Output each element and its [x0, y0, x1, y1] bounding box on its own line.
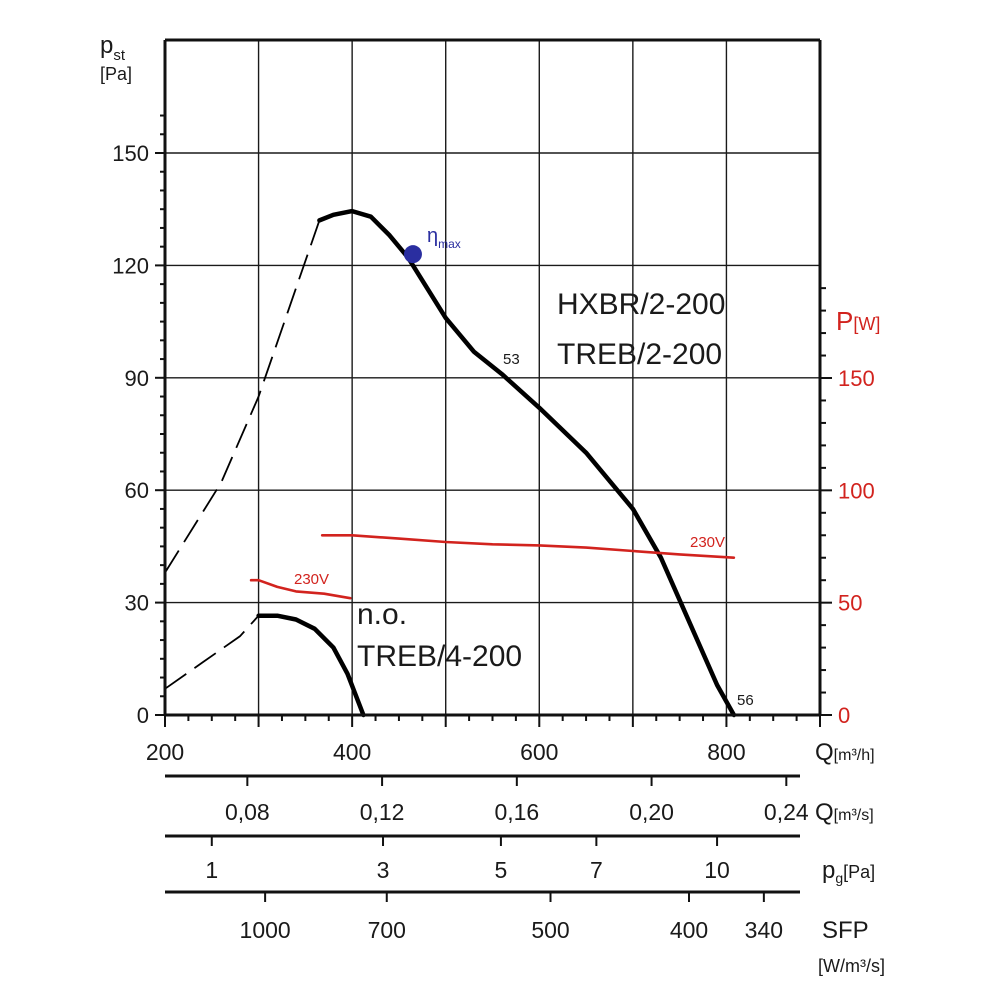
series-2-line — [320, 534, 736, 559]
x-tick-label: 600 — [520, 739, 558, 765]
secondary-title-sfp: SFP — [822, 917, 869, 944]
secondary-tick-label-pg: 7 — [590, 857, 603, 883]
y-tick-label-left: 150 — [112, 141, 149, 166]
grid — [164, 40, 821, 715]
y-tick-label-left: 0 — [137, 703, 149, 728]
model-label-line1: HXBR/2-200 — [557, 288, 725, 321]
y-tick-label-left: 90 — [125, 366, 149, 391]
secondary-tick-label-sfp: 500 — [531, 917, 569, 943]
series-3-line — [249, 578, 352, 600]
series-0-line — [317, 208, 737, 718]
y-tick-label-left: 30 — [125, 591, 149, 616]
secondary-tick-label-q_s: 0,16 — [494, 799, 539, 825]
secondary-title-q_s: Q[m³/s] — [815, 799, 874, 826]
secondary-tick-label-sfp: 700 — [368, 917, 406, 943]
curve-label-53: 53 — [503, 351, 520, 368]
y-tick-label-left: 60 — [125, 478, 149, 503]
secondary-tick-label-sfp: 400 — [670, 917, 708, 943]
secondary-tick-label-sfp: 1000 — [240, 917, 291, 943]
x-tick-label: 400 — [333, 739, 371, 765]
secondary-tick-label-q_s: 0,20 — [629, 799, 674, 825]
x-tick-label: 200 — [146, 739, 184, 765]
series-1-line — [256, 613, 366, 718]
power-label-lower: 230V — [294, 571, 329, 588]
small-model-line1: n.o. — [357, 598, 407, 631]
small-model-line2: TREB/4-200 — [357, 640, 522, 673]
y-axis-left-unit: [Pa] — [100, 64, 132, 84]
x-axis-title: Q[m³/h] — [815, 739, 875, 766]
power-label-upper: 230V — [690, 534, 725, 551]
secondary-tick-label-q_s: 0,12 — [360, 799, 405, 825]
y-axis-left-title: pst — [100, 32, 126, 64]
curves — [164, 208, 737, 718]
secondary-tick-label-q_s: 0,08 — [225, 799, 270, 825]
curve-label-56: 56 — [737, 692, 754, 709]
y-tick-label-right: 150 — [838, 366, 875, 391]
secondary-tick-label-q_s: 0,24 — [764, 799, 809, 825]
secondary-unit-sfp: [W/m³/s] — [818, 956, 885, 976]
y-tick-label-right: 0 — [838, 703, 850, 728]
y-tick-label-left: 120 — [112, 253, 149, 278]
y-tick-label-right: 100 — [838, 478, 875, 503]
series-0-dashed-line — [164, 220, 321, 574]
secondary-tick-label-pg: 3 — [377, 857, 390, 883]
eta-max-point — [403, 245, 422, 264]
axes — [155, 38, 832, 902]
x-tick-label: 800 — [707, 739, 745, 765]
secondary-tick-label-pg: 5 — [495, 857, 508, 883]
y-axis-right-title: P[W] — [836, 306, 880, 336]
model-label-line2: TREB/2-200 — [557, 338, 722, 371]
y-tick-label-right: 50 — [838, 591, 862, 616]
secondary-tick-label-pg: 1 — [205, 857, 218, 883]
eta-max-label: ηmax — [427, 225, 461, 251]
series-1-dashed-line — [164, 615, 260, 690]
secondary-tick-label-pg: 10 — [704, 857, 730, 883]
secondary-title-pg: pg[Pa] — [822, 857, 875, 886]
secondary-tick-label-sfp: 340 — [745, 917, 783, 943]
